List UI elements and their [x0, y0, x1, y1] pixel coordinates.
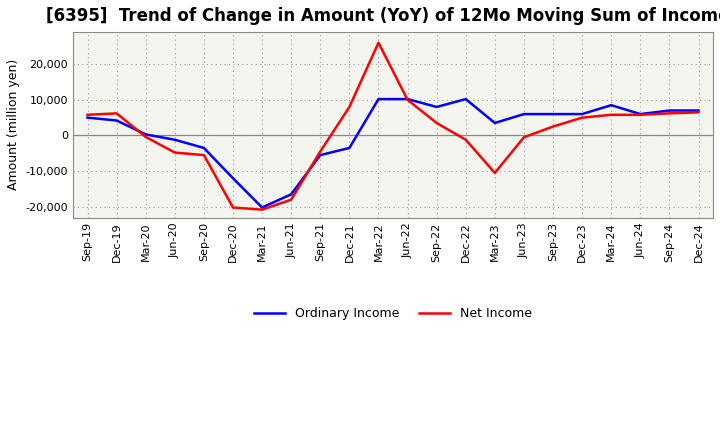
Net Income — [112, 111, 121, 116]
Ordinary Income — [229, 176, 238, 181]
Y-axis label: Amount (million yen): Amount (million yen) — [7, 59, 20, 191]
Ordinary Income — [171, 137, 179, 143]
Ordinary Income — [549, 111, 557, 117]
Ordinary Income — [636, 111, 644, 117]
Ordinary Income — [665, 108, 674, 113]
Net Income — [520, 135, 528, 140]
Net Income — [665, 111, 674, 116]
Net Income — [578, 115, 587, 120]
Net Income — [432, 121, 441, 126]
Net Income — [403, 97, 412, 103]
Ordinary Income — [607, 103, 616, 108]
Ordinary Income — [432, 104, 441, 110]
Net Income — [345, 104, 354, 110]
Line: Ordinary Income: Ordinary Income — [88, 99, 698, 208]
Ordinary Income — [462, 96, 470, 102]
Net Income — [258, 207, 266, 213]
Net Income — [549, 124, 557, 129]
Ordinary Income — [84, 115, 92, 120]
Ordinary Income — [287, 192, 295, 197]
Net Income — [287, 197, 295, 202]
Net Income — [141, 134, 150, 139]
Title: [6395]  Trend of Change in Amount (YoY) of 12Mo Moving Sum of Incomes: [6395] Trend of Change in Amount (YoY) o… — [46, 7, 720, 25]
Ordinary Income — [141, 132, 150, 137]
Net Income — [607, 112, 616, 117]
Ordinary Income — [374, 96, 383, 102]
Net Income — [229, 205, 238, 210]
Net Income — [199, 152, 208, 158]
Net Income — [84, 112, 92, 117]
Ordinary Income — [578, 111, 587, 117]
Net Income — [171, 150, 179, 155]
Net Income — [694, 110, 703, 115]
Line: Net Income: Net Income — [88, 43, 698, 210]
Ordinary Income — [199, 145, 208, 150]
Ordinary Income — [316, 152, 325, 158]
Ordinary Income — [345, 145, 354, 150]
Ordinary Income — [490, 121, 499, 126]
Ordinary Income — [520, 111, 528, 117]
Net Income — [462, 137, 470, 143]
Net Income — [636, 112, 644, 117]
Ordinary Income — [112, 118, 121, 123]
Net Income — [374, 40, 383, 45]
Net Income — [490, 170, 499, 176]
Net Income — [316, 149, 325, 154]
Legend: Ordinary Income, Net Income: Ordinary Income, Net Income — [249, 302, 537, 325]
Ordinary Income — [403, 96, 412, 102]
Ordinary Income — [258, 205, 266, 210]
Ordinary Income — [694, 108, 703, 113]
